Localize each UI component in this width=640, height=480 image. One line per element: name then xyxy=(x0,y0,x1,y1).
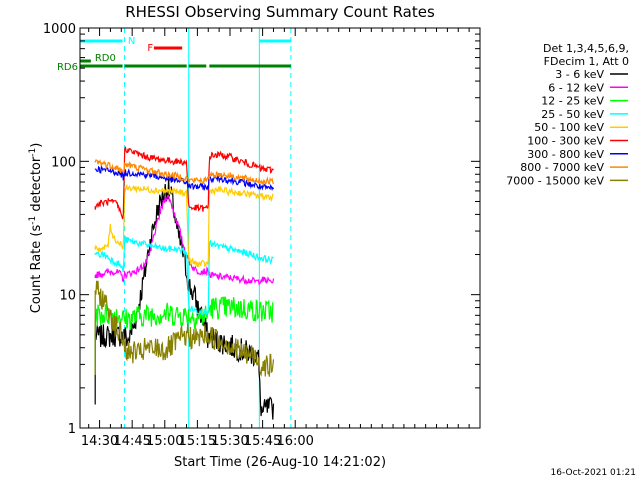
legend-label-7: 300 - 800 keV xyxy=(527,148,604,161)
x-tick-label-7: 16:00 xyxy=(276,434,313,449)
state-bar-label-f: F xyxy=(147,43,153,54)
y-tick-label-3: 100 xyxy=(51,155,76,170)
legend-label-6: 100 - 300 keV xyxy=(527,135,604,148)
series-line-7 xyxy=(94,165,275,192)
y-axis-title: Count Rate (s-1 detector-1) xyxy=(28,143,44,314)
y-tick-label-1: 1 xyxy=(68,422,76,437)
series-line-8 xyxy=(94,159,275,187)
x-axis-title: Start Time (26-Aug-10 14:21:02) xyxy=(174,455,386,470)
series-line-4 xyxy=(94,235,274,316)
series-line-5 xyxy=(94,183,274,268)
x-tick-label-3: 15:00 xyxy=(146,434,183,449)
series-line-3 xyxy=(94,296,275,375)
chart-title: RHESSI Observing Summary Count Rates xyxy=(125,3,435,21)
x-tick-label-1: 14:30 xyxy=(81,434,118,449)
legend-label-8: 800 - 7000 keV xyxy=(520,161,604,174)
legend-label-3: 12 - 25 keV xyxy=(541,95,604,108)
y-tick-label-4: 1000 xyxy=(43,22,76,37)
state-bar-label-n: N xyxy=(128,36,135,47)
legend-label-2: 6 - 12 keV xyxy=(548,81,604,94)
legend-label-1: 3 - 6 keV xyxy=(555,68,604,81)
x-tick-label-5: 15:30 xyxy=(211,434,248,449)
legend-label-9: 7000 - 15000 keV xyxy=(506,174,604,187)
legend-header-line-2: FDecim 1, Att 0 xyxy=(544,55,629,68)
legend-label-5: 50 - 100 keV xyxy=(534,121,604,134)
series-line-9 xyxy=(94,280,275,377)
x-tick-label-6: 15:45 xyxy=(244,434,281,449)
state-bar-label-rd6: RD6 xyxy=(57,62,78,73)
state-bar-label-rd0: RD0 xyxy=(95,53,116,64)
series-line-2 xyxy=(94,194,275,286)
plot-area: N F RD0 RD6 xyxy=(57,28,292,428)
y-tick-label-2: 10 xyxy=(59,289,76,304)
plot-frame xyxy=(79,27,481,429)
y-axis: 1 10 100 1000 xyxy=(43,22,480,437)
legend-label-4: 25 - 50 keV xyxy=(541,108,604,121)
timestamp: 16-Oct-2021 01:21 xyxy=(551,468,636,478)
legend: Det 1,3,4,5,6,9, FDecim 1, Att 0 3 - 6 k… xyxy=(506,42,629,187)
x-tick-label-2: 14:45 xyxy=(113,434,150,449)
x-tick-label-4: 15:15 xyxy=(179,434,216,449)
legend-header-line-1: Det 1,3,4,5,6,9, xyxy=(543,42,629,55)
